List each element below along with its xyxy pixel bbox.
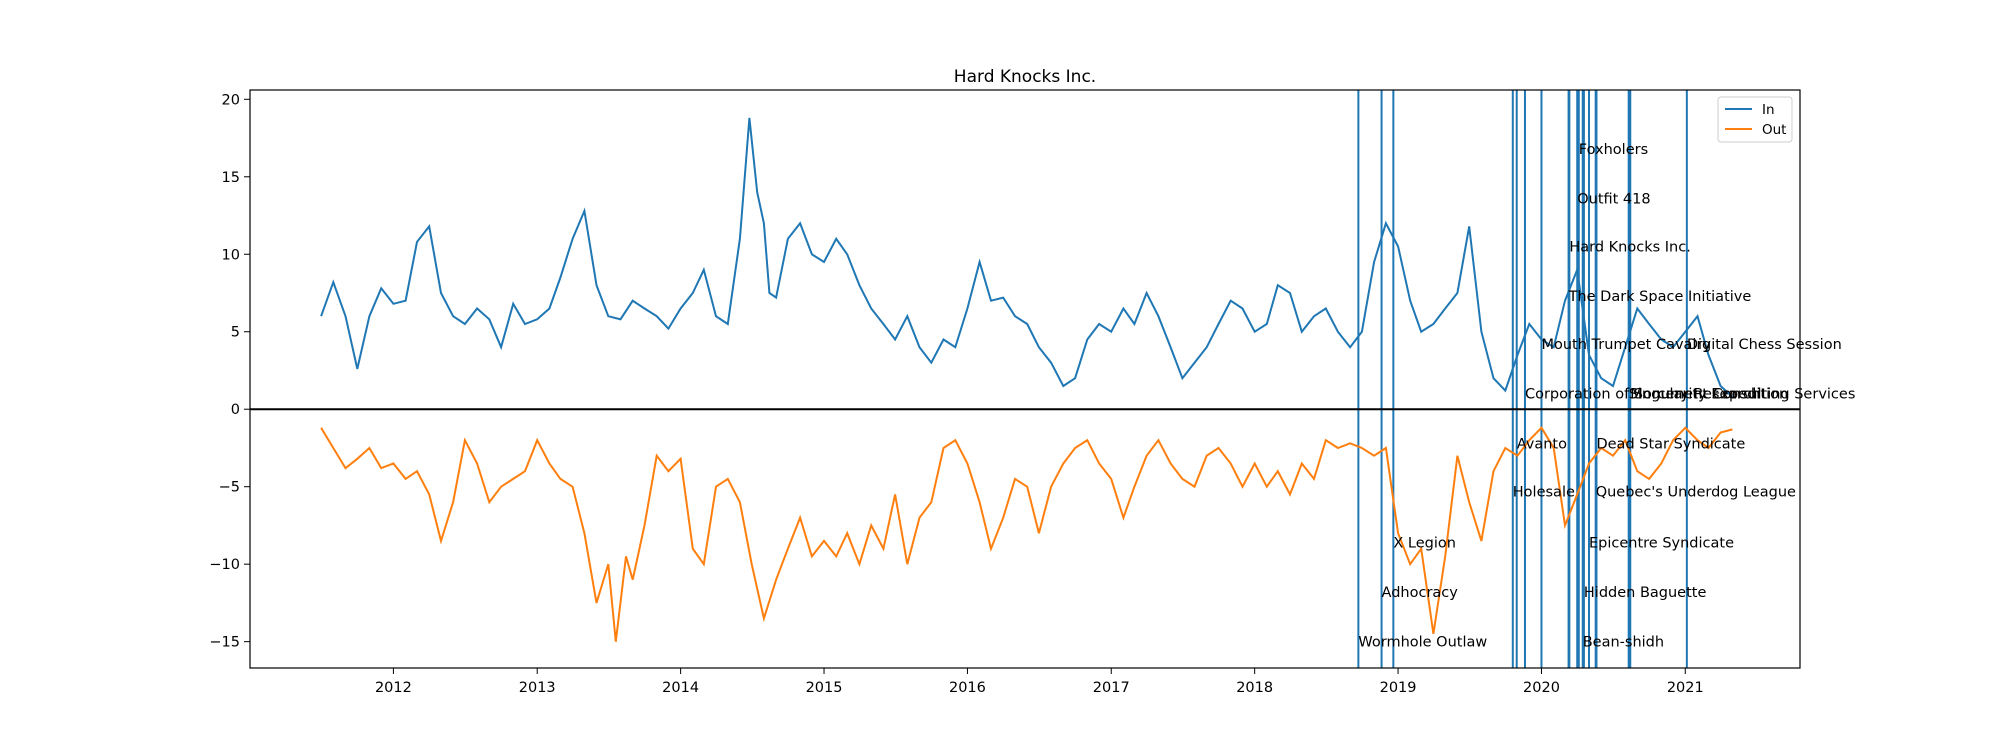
event-label: Wormhole Outlaw bbox=[1358, 635, 1487, 651]
legend-label-in: In bbox=[1762, 102, 1775, 118]
plot-area: Wormhole Outlaw Adhocracy X Legion Holesale… bbox=[249, 89, 1855, 669]
legend-label-out: Out bbox=[1762, 122, 1786, 138]
event-label: Mouth Trumpet Cavalry bbox=[1541, 337, 1711, 353]
x-tick-label: 2018 bbox=[1236, 680, 1273, 696]
event-labels-group: Wormhole Outlaw Adhocracy X Legion Holesale… bbox=[1358, 142, 1855, 651]
x-tick-label: 2016 bbox=[949, 680, 986, 696]
event-label: Adhocracy bbox=[1382, 585, 1459, 601]
event-label: Hard Knocks Inc. bbox=[1569, 240, 1690, 256]
event-label: Monument Consulting Services bbox=[1630, 387, 1855, 403]
x-tick-label: 2014 bbox=[662, 680, 699, 696]
event-label: Digital Chess Session bbox=[1687, 337, 1842, 353]
event-label: Singularity Expedition bbox=[1629, 387, 1788, 403]
event-label: Quebec's Underdog League bbox=[1596, 484, 1796, 500]
x-tick-label: 2019 bbox=[1380, 680, 1417, 696]
series-line-in bbox=[320, 117, 1734, 398]
y-tick-label: 15 bbox=[222, 170, 240, 186]
x-tick-label: 2015 bbox=[806, 680, 843, 696]
y-tick-label: 20 bbox=[222, 92, 240, 108]
y-tick-label: −15 bbox=[209, 635, 240, 651]
y-tick-label: −10 bbox=[209, 557, 240, 573]
y-tick-label: 10 bbox=[222, 247, 240, 263]
x-tick-label: 2017 bbox=[1093, 680, 1130, 696]
x-tick-label: 2013 bbox=[519, 680, 556, 696]
y-tick-label: 5 bbox=[231, 325, 240, 341]
event-label: Foxholers bbox=[1579, 142, 1648, 158]
y-tick-label: 0 bbox=[231, 402, 240, 418]
event-label: Epicentre Syndicate bbox=[1589, 535, 1734, 551]
event-label: X Legion bbox=[1393, 535, 1456, 551]
event-label: Hidden Baguette bbox=[1584, 585, 1707, 601]
event-label: Dead Star Syndicate bbox=[1596, 436, 1745, 452]
x-axis: 2012 2013 2014 2015 2016 2017 2018 2019 2020 2021 bbox=[375, 668, 1704, 696]
event-label: Corporation of Sorcery Research bbox=[1525, 387, 1760, 403]
x-tick-label: 2020 bbox=[1523, 680, 1560, 696]
x-tick-label: 2012 bbox=[375, 680, 412, 696]
y-axis: 20 15 10 5 0 −5 −10 −15 bbox=[209, 92, 250, 651]
x-tick-label: 2021 bbox=[1667, 680, 1704, 696]
event-label: Bean-shidh bbox=[1583, 635, 1664, 651]
event-label: The Dark Space Initiative bbox=[1568, 289, 1752, 305]
axes-frame bbox=[249, 89, 1801, 669]
chart-title: Hard Knocks Inc. bbox=[954, 67, 1096, 87]
event-label: Avanto bbox=[1517, 436, 1567, 452]
event-lines-group bbox=[1357, 90, 1688, 668]
series-line-out bbox=[320, 426, 1733, 642]
legend: In Out bbox=[1717, 96, 1793, 143]
event-label: Holesale bbox=[1513, 484, 1575, 500]
y-tick-label: −5 bbox=[219, 480, 240, 496]
event-label: Outfit 418 bbox=[1577, 191, 1650, 207]
